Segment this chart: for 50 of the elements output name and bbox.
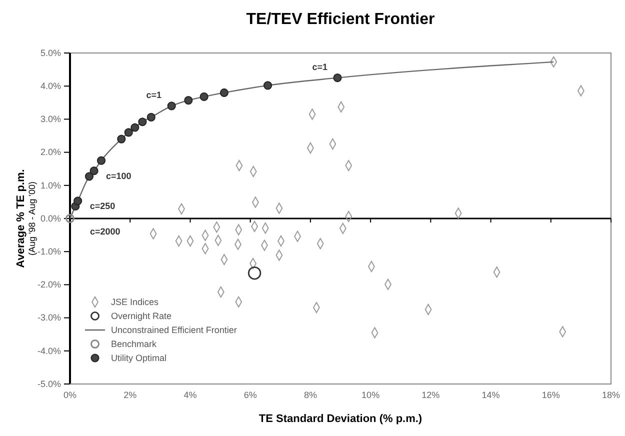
legend-label: Overnight Rate	[111, 311, 172, 321]
point	[248, 266, 262, 280]
point	[96, 156, 106, 165]
chart-title: TE/TEV Efficient Frontier	[246, 11, 435, 28]
point	[84, 172, 94, 181]
y-tick-label: 3.0%	[40, 114, 61, 124]
x-tick-label: 18%	[602, 390, 620, 400]
legend-label: Utility Optimal	[111, 353, 167, 363]
point	[184, 96, 193, 105]
y-tick-label: 4.0%	[40, 80, 61, 91]
y-tick-label: 2.0%	[40, 147, 61, 158]
x-tick-label: 6%	[244, 390, 257, 400]
annotation: c=1	[146, 90, 162, 100]
point	[263, 81, 272, 90]
point	[333, 74, 342, 82]
x-tick-label: 10%	[362, 390, 380, 400]
y-tick-label: -5.0%	[37, 378, 61, 389]
y-tick-label: 0.0%	[40, 213, 61, 224]
x-axis-title: TE Standard Deviation (% p.m.)	[258, 413, 422, 425]
y-tick-label: -1.0%	[37, 246, 61, 256]
point	[130, 123, 140, 132]
x-tick-label: 16%	[542, 390, 560, 400]
x-tick-label: 14%	[482, 390, 500, 400]
x-tick-label: 2%	[124, 390, 137, 400]
y-axis-title: Average % TE p.m. (Aug '98 - Aug '00)	[15, 169, 37, 268]
x-tick-label: 4%	[184, 390, 197, 400]
legend-label: Unconstrained Efficient Frontier	[111, 325, 237, 335]
annotation: c=1	[312, 62, 328, 72]
point	[124, 128, 133, 137]
legend-label: JSE Indices	[111, 297, 160, 307]
point	[74, 196, 82, 206]
point	[138, 118, 147, 126]
point	[220, 88, 228, 97]
legend-label: Benchmark	[111, 339, 158, 349]
point	[146, 112, 156, 122]
annotation: c=250	[90, 200, 116, 211]
x-tick-label: 8%	[304, 390, 317, 400]
point	[167, 102, 176, 110]
x-tick-label: 12%	[422, 390, 440, 400]
y-tick-label: -2.0%	[37, 280, 61, 290]
annotation: c=100	[106, 170, 132, 181]
y-tick-label: 5.0%	[40, 48, 61, 58]
point	[90, 166, 98, 176]
x-tick-label: 0%	[63, 390, 77, 400]
y-tick-label: -4.0%	[37, 346, 61, 356]
y-tick-label: -3.0%	[37, 312, 61, 323]
y-tick-label: 1.0%	[40, 180, 61, 190]
point	[117, 134, 126, 144]
annotation: c=2000	[90, 226, 120, 236]
point	[200, 92, 208, 101]
